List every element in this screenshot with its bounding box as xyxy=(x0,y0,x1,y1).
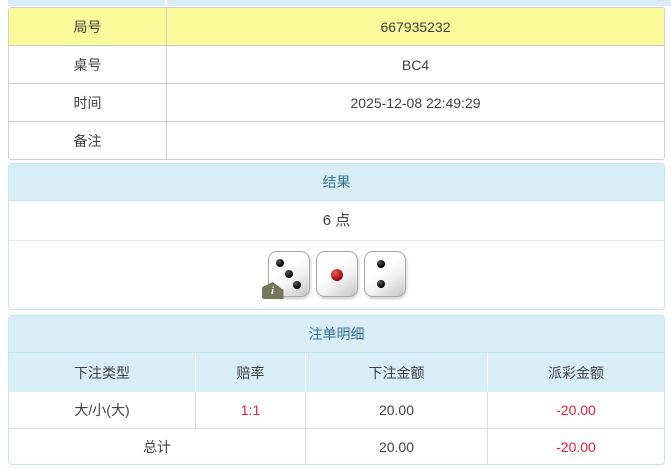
remark-label: 备注 xyxy=(9,122,167,159)
table-id-value: BC4 xyxy=(401,56,430,73)
info-row-round-id: 局号 667935232 xyxy=(9,8,664,46)
die-pip xyxy=(284,270,293,278)
col-bet-type: 下注类型 xyxy=(9,353,196,392)
total-amount-value: 20.00 xyxy=(306,429,488,464)
die-2-image xyxy=(315,251,358,297)
die-pip xyxy=(330,268,343,281)
bet-details-panel: 注单明细 下注类型 赔率 下注金额 派彩金额 大/小(大) 1:1 20.00 … xyxy=(8,315,665,465)
bet-details-title: 注单明细 xyxy=(9,316,664,353)
die-1-image: i xyxy=(261,251,310,299)
time-value: 2025-12-08 22:49:29 xyxy=(350,94,481,111)
result-points: 6 点 xyxy=(9,201,664,241)
die-pip xyxy=(292,280,301,289)
table-id-label: 桌号 xyxy=(9,46,167,83)
die-pip xyxy=(275,259,284,268)
total-payout-value: -20.00 xyxy=(556,438,596,455)
col-payout-amount: 派彩金额 xyxy=(548,364,604,381)
result-panel-title: 结果 xyxy=(9,164,664,201)
bet-total-row: 总计 20.00 -20.00 xyxy=(9,429,664,464)
info-badge-icon[interactable]: i xyxy=(261,282,284,299)
strip-column-divider xyxy=(165,0,167,6)
die-pip xyxy=(376,279,385,288)
bet-amount-value: 20.00 xyxy=(306,392,488,428)
info-row-table-id: 桌号 BC4 xyxy=(9,46,664,84)
round-info-table: 局号 667935232 桌号 BC4 时间 2025-12-08 22:49:… xyxy=(8,7,665,160)
remark-value xyxy=(167,122,664,159)
info-row-time: 时间 2025-12-08 22:49:29 xyxy=(9,84,664,122)
result-panel: 结果 6 点 i xyxy=(8,163,665,310)
bet-odds-value: 1:1 xyxy=(196,392,306,428)
time-label: 时间 xyxy=(9,84,167,121)
total-label: 总计 xyxy=(9,429,306,464)
round-id-value: 667935232 xyxy=(380,18,451,35)
dice-row: i xyxy=(9,241,664,307)
die-pip xyxy=(376,260,385,269)
col-bet-amount: 下注金额 xyxy=(306,353,488,392)
bet-table-header: 下注类型 赔率 下注金额 派彩金额 xyxy=(9,353,664,392)
bet-type-value: 大/小(大) xyxy=(9,392,196,428)
col-odds: 赔率 xyxy=(196,353,306,392)
bet-payout-value: -20.00 xyxy=(556,402,596,418)
cutoff-header-strip xyxy=(8,0,671,6)
bet-table-row: 大/小(大) 1:1 20.00 -20.00 xyxy=(9,392,664,429)
die-3-image xyxy=(363,251,406,297)
info-row-remark: 备注 xyxy=(9,122,664,159)
round-id-label: 局号 xyxy=(9,8,167,45)
